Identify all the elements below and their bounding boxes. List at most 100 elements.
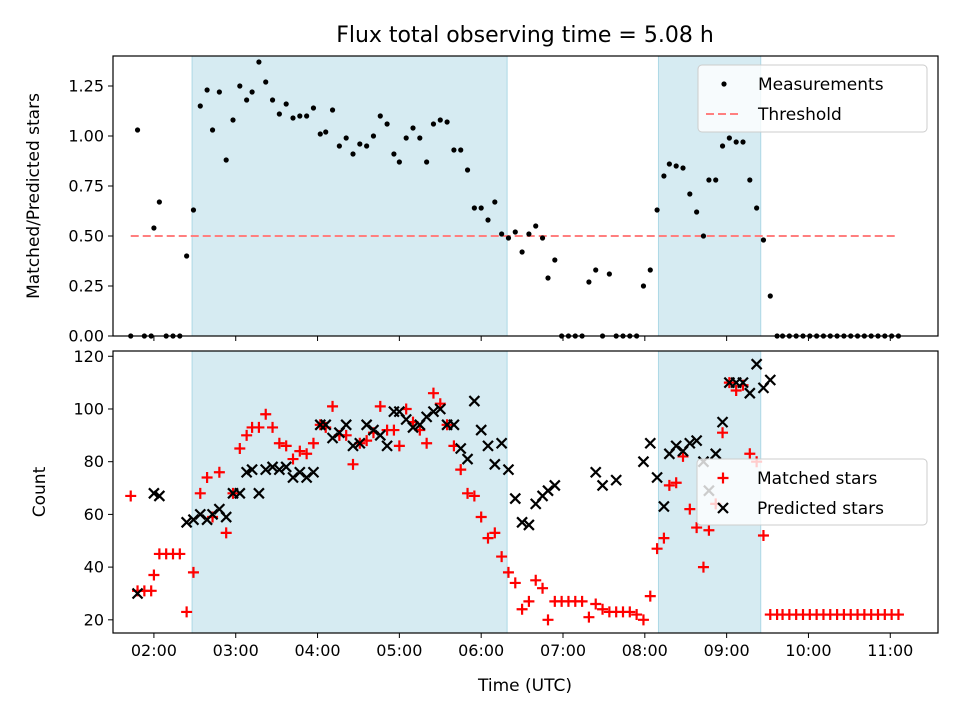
matched-star-point — [220, 527, 232, 539]
matched-star-point — [651, 543, 663, 555]
measurement-point — [706, 177, 712, 183]
predicted-star-point — [461, 453, 474, 465]
measurement-point — [364, 143, 370, 149]
x-tick-label: 04:00 — [294, 641, 340, 660]
predicted-star-point — [737, 376, 749, 389]
matched-star-point — [327, 400, 339, 412]
matched-star-point — [644, 590, 656, 602]
matched-star-point — [502, 566, 514, 578]
matched-star-point — [181, 606, 193, 618]
x-tick-label: 03:00 — [213, 641, 259, 660]
bottom-panel-ticks: 02:00 03:00 04:00 05:00 06:00 07:00 08:00 09:00… — [73, 347, 913, 660]
matched-star-point — [530, 574, 542, 586]
matched-star-point — [421, 437, 433, 449]
predicted-star-point — [131, 587, 144, 600]
bottom-panel-frame — [112, 350, 939, 634]
matched-star-point — [301, 448, 313, 460]
matched-star-point — [374, 400, 386, 412]
predicted-star-point — [319, 419, 332, 431]
predicted-star-point — [347, 440, 359, 452]
legend-marker-measurements — [721, 81, 727, 87]
y-tick-label: 0.50 — [68, 227, 104, 246]
measurement-point — [552, 257, 558, 263]
measurement-point — [464, 167, 471, 173]
measurement-point — [512, 229, 518, 235]
predicted-star-point — [454, 442, 467, 455]
predicted-star-point — [549, 479, 561, 492]
predicted-star-point — [495, 437, 508, 450]
legend-label: Measurements — [758, 75, 884, 95]
measurement-point — [244, 97, 250, 103]
measurement-point — [586, 279, 592, 285]
matched-star-point — [234, 443, 246, 455]
matched-star-point — [253, 421, 265, 433]
y-tick-label: 100 — [73, 399, 104, 418]
predicted-star-point — [475, 424, 487, 436]
measurement-point — [329, 107, 336, 113]
x-tick-label: 10:00 — [785, 641, 831, 660]
matched-star-point — [347, 458, 359, 470]
measurement-point — [713, 177, 719, 183]
measurement-point — [256, 59, 262, 65]
predicted-star-point — [709, 448, 722, 460]
matched-star-point — [482, 532, 494, 544]
measurement-point — [654, 207, 660, 213]
x-tick-label: 11:00 — [867, 641, 913, 660]
measurement-point — [640, 283, 647, 289]
predicted-star-points — [131, 358, 777, 600]
measurement-point — [204, 87, 210, 93]
y-tick-label: 1.00 — [68, 127, 104, 146]
x-tick-label: 09:00 — [704, 641, 750, 660]
predicted-star-point — [307, 466, 320, 479]
measurement-point — [156, 199, 162, 205]
predicted-star-point — [266, 461, 279, 473]
measurement-point — [350, 151, 356, 157]
predicted-star-point — [180, 516, 193, 529]
matched-star-point — [590, 598, 602, 610]
measurement-point — [661, 173, 667, 179]
measurement-point — [593, 267, 599, 273]
measurement-point — [310, 105, 317, 111]
matched-star-point — [388, 424, 400, 436]
predicted-star-point — [381, 440, 393, 452]
predicted-star-point — [234, 487, 246, 500]
y-tick-label: 1.25 — [68, 77, 104, 96]
matched-star-point — [744, 448, 756, 460]
measurement-point — [444, 119, 450, 125]
measurement-point — [471, 205, 477, 211]
measurement-point — [151, 225, 157, 231]
x-tick-label: 02:00 — [131, 641, 177, 660]
measurement-point — [647, 267, 653, 273]
matched-star-point — [597, 603, 609, 615]
measurement-point — [384, 121, 390, 127]
matched-star-point — [273, 437, 285, 449]
predicted-star-point — [273, 463, 286, 476]
measurement-point — [726, 135, 732, 141]
matched-star-point — [670, 477, 682, 489]
predicted-star-point — [502, 463, 515, 476]
predicted-star-point — [354, 437, 366, 450]
matched-star-point — [684, 503, 696, 515]
figure-title: Flux total observing time = 5.08 h — [336, 23, 714, 48]
legend-label: Threshold — [757, 105, 842, 125]
predicted-star-point — [340, 419, 352, 431]
matched-star-point — [730, 385, 742, 397]
matched-star-point — [125, 490, 137, 502]
predicted-star-point — [509, 492, 522, 505]
predicted-star-point — [427, 405, 440, 418]
x-tick-label: 06:00 — [458, 641, 504, 660]
y-tick-label: 0.25 — [68, 277, 104, 296]
measurement-point — [539, 235, 546, 241]
measurement-point — [673, 163, 679, 169]
measurement-point — [276, 111, 282, 117]
measurement-point — [606, 271, 612, 277]
y-tick-label: 60 — [84, 505, 104, 524]
measurement-point — [223, 157, 229, 163]
measurement-point — [216, 89, 222, 95]
matched-star-point — [187, 566, 199, 578]
measurement-point — [687, 191, 693, 197]
predicted-star-point — [610, 474, 622, 486]
measurement-point — [680, 165, 686, 171]
predicted-star-point — [750, 358, 763, 370]
predicted-star-point — [658, 500, 670, 513]
